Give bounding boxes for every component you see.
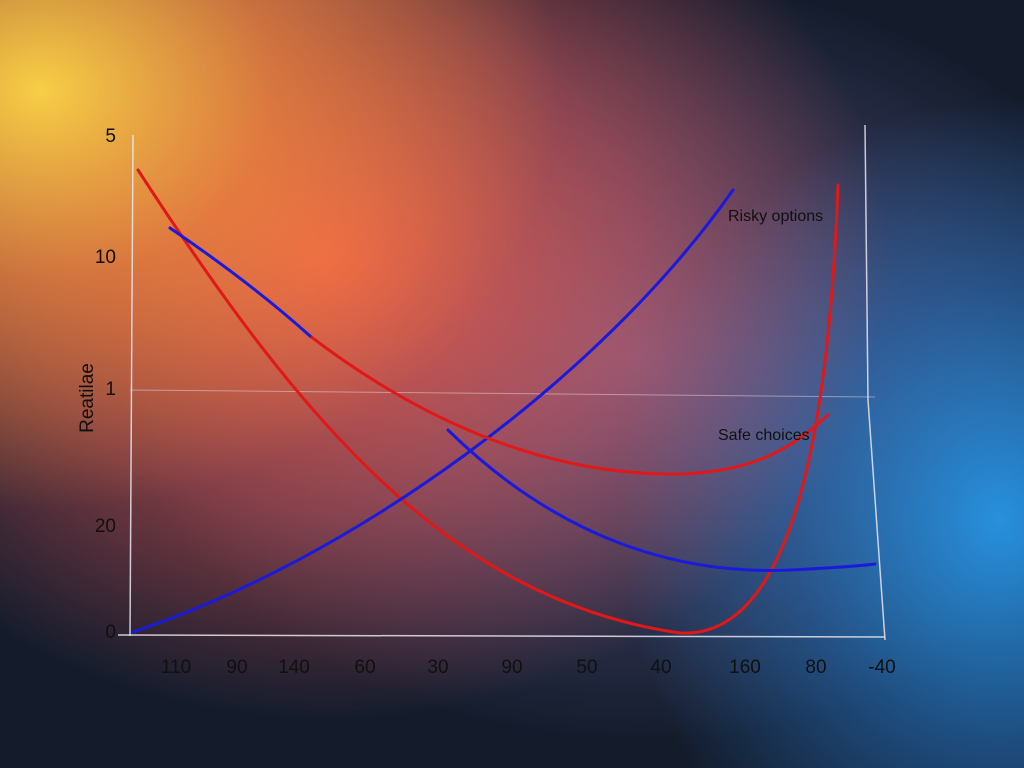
curve: [446, 428, 877, 572]
curve: [168, 226, 312, 338]
curve: [131, 188, 735, 634]
x-tick-label: -40: [868, 657, 895, 678]
x-tick-label: 80: [805, 657, 826, 678]
annotation: Risky options: [728, 208, 823, 225]
x-tick-label: 30: [427, 657, 448, 678]
y-axis-label: Reatilae: [77, 363, 98, 433]
annotation: Safe choices: [718, 427, 810, 444]
y-tick-label: 5: [105, 126, 116, 147]
x-tick-label: 110: [161, 657, 191, 678]
y-tick-label: 0: [105, 622, 116, 643]
x-tick-label: 50: [576, 657, 597, 678]
y-axis: [129, 134, 134, 637]
x-tick-label: 40: [650, 657, 671, 678]
y-tick-label: 1: [105, 379, 116, 400]
x-axis: [117, 634, 886, 638]
right-axis: [864, 124, 886, 641]
y-tick-label: 20: [95, 516, 116, 537]
x-tick-label: 90: [501, 657, 522, 678]
curve: [308, 334, 830, 476]
x-tick-label: 140: [278, 657, 310, 678]
y-tick-label: 10: [95, 247, 116, 268]
x-tick-label: 160: [729, 657, 761, 678]
x-tick-label: 60: [354, 657, 375, 678]
reference-line: [129, 389, 876, 398]
x-tick-label: 90: [226, 657, 247, 678]
curve: [136, 168, 840, 635]
